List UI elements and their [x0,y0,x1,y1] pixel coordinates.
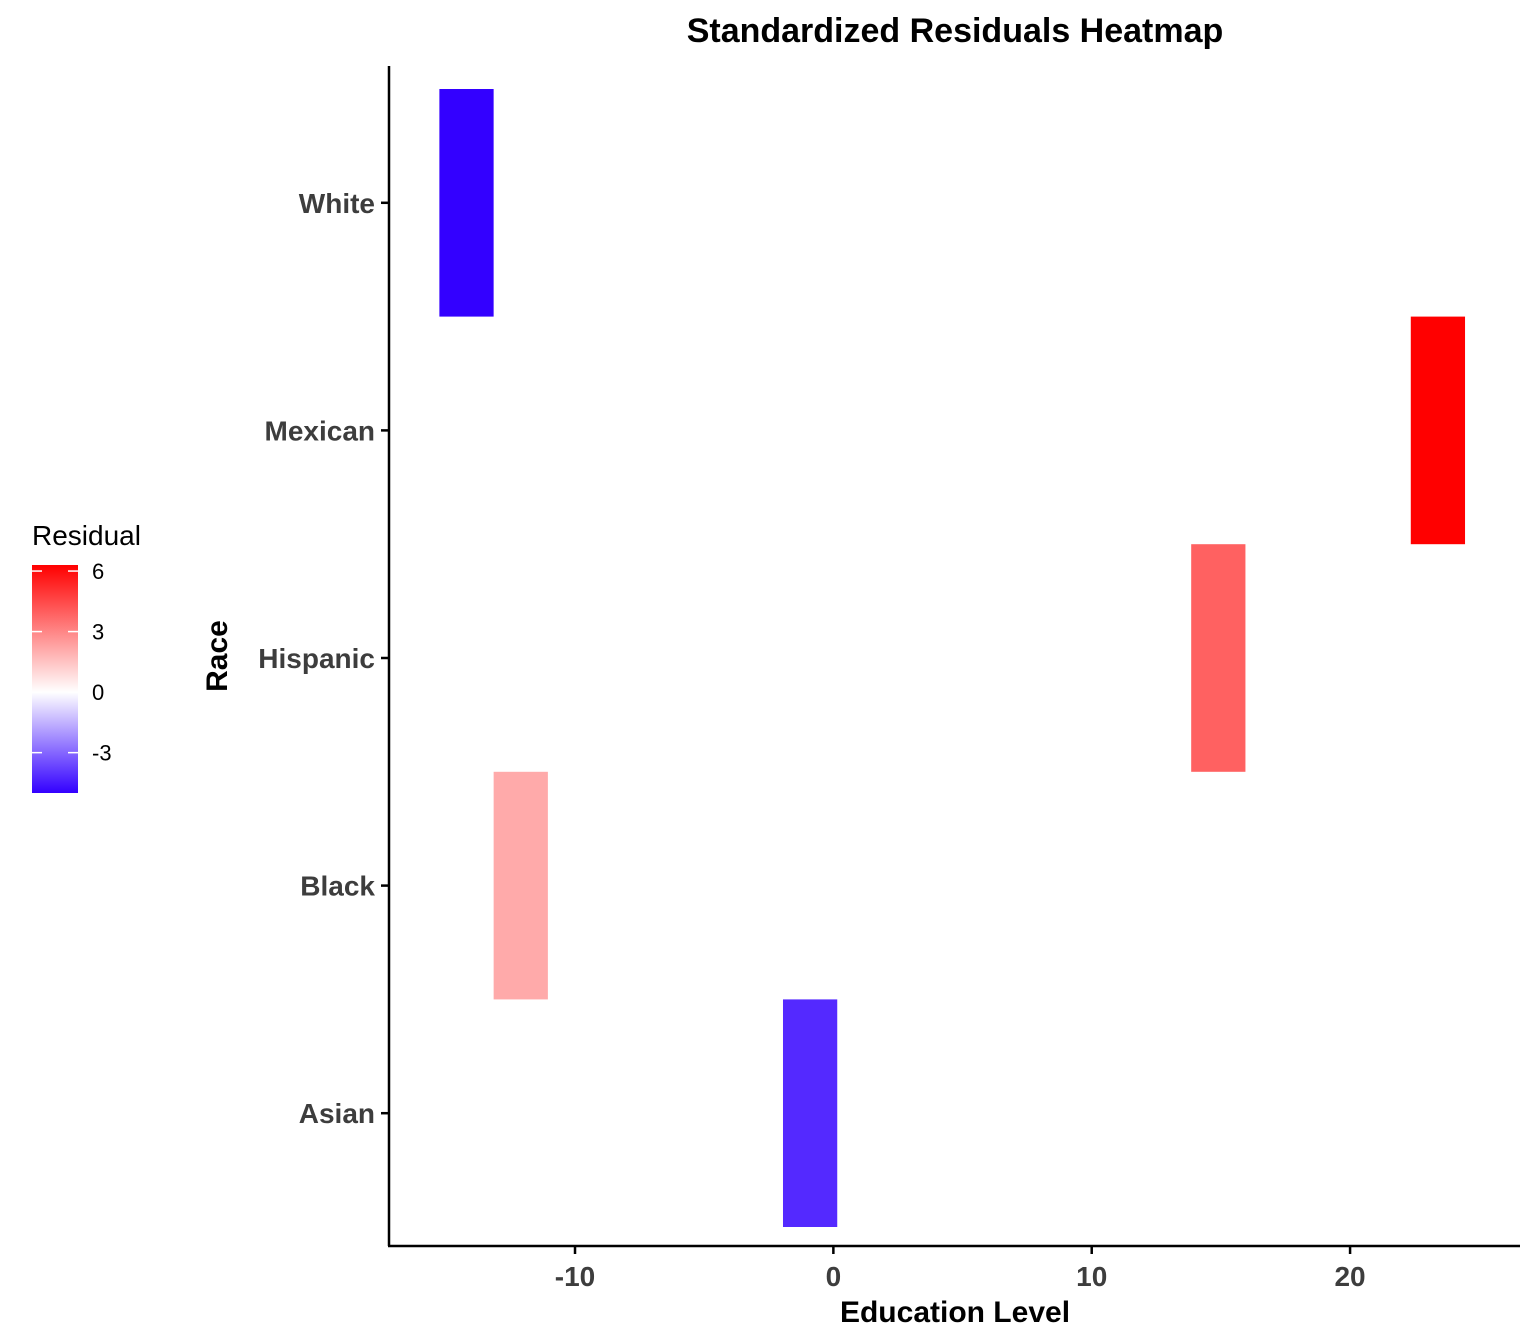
legend-tick-label: -3 [92,741,112,766]
chart-title: Standardized Residuals Heatmap [687,12,1224,50]
heatmap-cell-mexican [1410,316,1466,545]
x-tick-label: 10 [1076,1261,1107,1292]
y-tick-label: Mexican [265,415,376,446]
y-tick-label: White [299,188,375,219]
heatmap-cell-white [439,89,494,317]
heatmap-cell-black [493,771,548,1000]
y-tick-label: Asian [299,1098,375,1129]
y-axis-ticks: Asian Black Hispanic Mexican White [258,188,389,1129]
x-tick-label: -10 [555,1261,595,1292]
heatmap-cell-hispanic [1191,544,1246,772]
legend-colorbar [32,565,78,793]
legend-tick-label: 3 [92,620,104,645]
x-tick-label: 20 [1334,1261,1365,1292]
legend-ticks: 6 3 0 -3 [32,559,112,766]
legend-title: Residual [32,520,141,551]
legend: Residual 6 3 0 -3 [32,520,141,793]
x-axis-ticks: -10 0 10 20 [555,1246,1366,1292]
y-axis-title: Race [201,620,234,692]
heatmap-tiles [439,89,1466,1227]
legend-tick-label: 0 [92,680,104,705]
y-tick-label: Hispanic [258,643,375,674]
y-tick-label: Black [300,871,375,902]
legend-tick-label: 6 [92,559,104,584]
x-tick-label: 0 [826,1261,842,1292]
heatmap-cell-asian [782,999,838,1227]
x-axis-title: Education Level [840,1296,1070,1329]
